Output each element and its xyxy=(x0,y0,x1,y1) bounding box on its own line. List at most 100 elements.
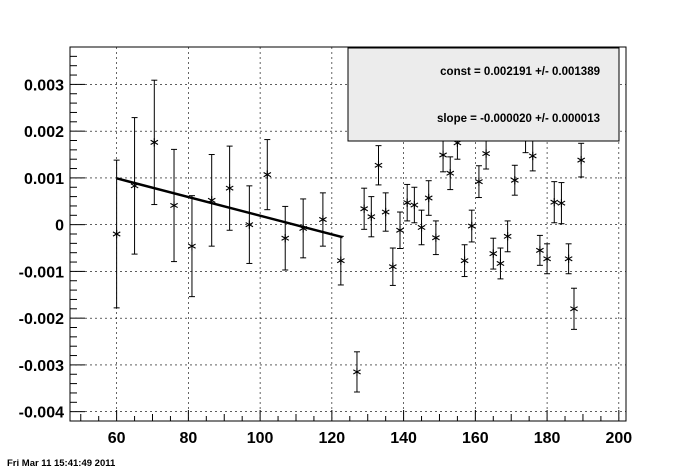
data-point xyxy=(374,145,383,186)
fit-line xyxy=(116,177,343,239)
data-point xyxy=(460,244,469,278)
marker-stroke xyxy=(570,306,578,312)
marker-stroke xyxy=(381,209,390,215)
data-point xyxy=(403,183,412,222)
marker-stroke xyxy=(336,258,345,264)
data-points xyxy=(112,79,586,393)
marker-stroke xyxy=(388,264,397,270)
x-tick-label: 180 xyxy=(534,430,561,447)
data-point xyxy=(467,209,476,243)
data-point xyxy=(424,180,433,216)
y-tick-label: -0.002 xyxy=(19,311,64,328)
data-point xyxy=(281,205,290,271)
marker-stroke xyxy=(503,233,512,239)
data-point xyxy=(188,195,196,298)
data-point xyxy=(130,117,139,255)
data-point xyxy=(557,182,566,225)
data-point xyxy=(396,211,404,249)
marker-stroke xyxy=(150,139,159,145)
data-point xyxy=(388,247,397,286)
axis-ticks xyxy=(70,46,620,422)
marker-stroke xyxy=(528,153,537,159)
marker-stroke xyxy=(543,256,552,262)
data-point xyxy=(381,192,390,232)
data-point xyxy=(245,185,254,264)
y-tick-label: 0 xyxy=(55,218,64,235)
marker-stroke xyxy=(170,202,178,209)
marker-stroke xyxy=(446,170,455,176)
data-point xyxy=(299,198,308,259)
x-tick-label: 160 xyxy=(462,430,489,447)
marker-stroke xyxy=(374,162,383,168)
marker-stroke xyxy=(424,195,433,201)
data-point xyxy=(439,137,447,173)
y-tick-labels: 0.003 0.002 0.001 0 -0.001 -0.002 -0.003 -0.004 xyxy=(19,77,64,421)
data-point xyxy=(489,237,498,270)
marker-stroke xyxy=(460,258,469,264)
data-point xyxy=(353,351,361,393)
data-point xyxy=(150,79,159,206)
grid xyxy=(70,47,626,421)
x-tick-label: 80 xyxy=(179,430,197,447)
marker-stroke xyxy=(410,202,419,208)
marker-stroke xyxy=(510,177,519,183)
data-point xyxy=(263,139,272,211)
marker-stroke xyxy=(396,227,404,233)
data-point xyxy=(543,243,552,275)
data-point xyxy=(577,142,586,178)
marker-stroke xyxy=(353,369,361,375)
marker-stroke xyxy=(245,222,254,228)
data-point xyxy=(446,156,455,191)
data-point xyxy=(225,145,234,231)
marker-stroke xyxy=(557,200,566,206)
x-tick-labels: 60 80 100 120 140 160 180 200 xyxy=(108,430,633,447)
stats-box-background xyxy=(347,47,620,142)
data-point xyxy=(550,181,559,224)
marker-stroke xyxy=(403,200,412,206)
data-point xyxy=(318,192,327,247)
timestamp: Fri Mar 11 15:41:49 2011 xyxy=(7,458,116,469)
data-point xyxy=(564,243,573,275)
data-point xyxy=(336,235,345,286)
data-point xyxy=(410,186,419,224)
y-tick-label: -0.003 xyxy=(19,358,64,375)
marker-stroke xyxy=(112,231,121,237)
data-point xyxy=(207,154,216,247)
marker-stroke xyxy=(577,157,586,163)
stats-box: const = 0.002191 +/- 0.001389 slope = -0… xyxy=(347,47,620,142)
x-tick-label: 120 xyxy=(319,430,346,447)
data-point xyxy=(475,165,483,199)
marker-stroke xyxy=(188,243,196,249)
x-tick-label: 140 xyxy=(390,430,417,447)
marker-stroke xyxy=(564,256,573,262)
marker-stroke xyxy=(550,199,559,205)
marker-stroke xyxy=(431,235,440,241)
marker-stroke xyxy=(482,151,491,157)
data-point xyxy=(482,137,491,170)
x-tick-label: 200 xyxy=(605,430,632,447)
x-tick-label: 100 xyxy=(247,430,274,447)
y-tick-label: -0.004 xyxy=(19,405,64,422)
fit-line-group xyxy=(116,177,343,239)
marker-stroke xyxy=(489,251,498,257)
y-tick-label: 0.002 xyxy=(24,124,64,141)
marker-stroke xyxy=(281,235,290,241)
data-point xyxy=(360,187,369,230)
data-point xyxy=(496,247,505,280)
y-tick-label: -0.001 xyxy=(19,264,64,281)
data-point xyxy=(535,234,544,266)
y-tick-label: 0.001 xyxy=(24,171,64,188)
y-tick-label: 0.003 xyxy=(24,77,64,94)
marker-stroke xyxy=(475,179,483,185)
marker-stroke xyxy=(535,247,544,253)
marker-stroke xyxy=(225,185,234,191)
marker-stroke xyxy=(263,172,272,178)
stats-const: const = 0.002191 +/- 0.001389 xyxy=(440,66,600,78)
marker-stroke xyxy=(360,206,369,212)
marker-stroke xyxy=(367,214,376,220)
data-point xyxy=(367,196,376,238)
marker-stroke xyxy=(467,223,476,229)
marker-stroke xyxy=(496,260,505,267)
x-tick-label: 60 xyxy=(108,430,126,447)
